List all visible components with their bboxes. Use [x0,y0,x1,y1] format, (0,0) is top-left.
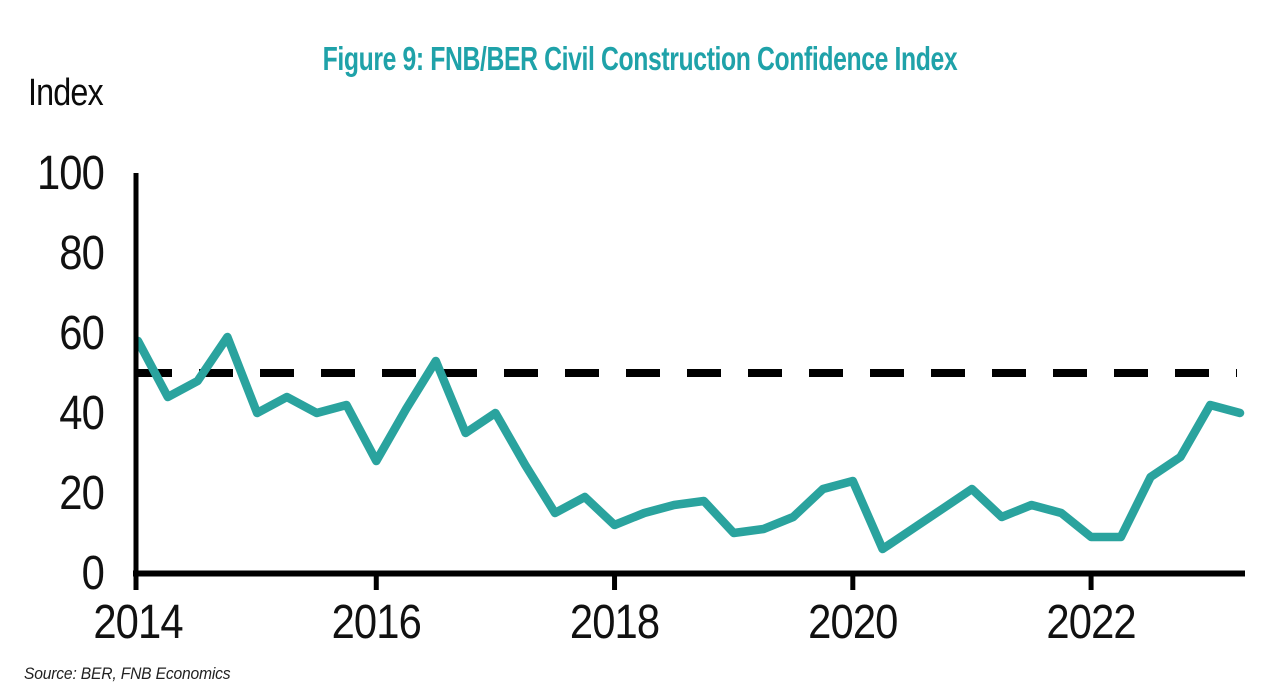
y-tick-label: 80 [59,225,104,279]
y-tick-label: 40 [59,385,104,439]
x-tick-label: 2016 [332,594,421,648]
y-tick-label: 0 [82,545,104,599]
chart-title: Figure 9: FNB/BER Civil Construction Con… [322,40,958,77]
y-axis-unit-label: Index [28,72,104,114]
y-tick-label: 60 [59,305,104,359]
x-tick-label: 2014 [93,594,182,648]
x-tick-label: 2018 [570,594,659,648]
y-tick-label: 20 [59,465,104,519]
confidence-index-series-line [133,332,1245,554]
x-tick-label: 2020 [808,594,897,648]
y-tick-label: 100 [37,145,104,199]
source-note: Source: BER, FNB Economics [24,664,231,683]
x-tick-label: 2022 [1046,594,1135,648]
